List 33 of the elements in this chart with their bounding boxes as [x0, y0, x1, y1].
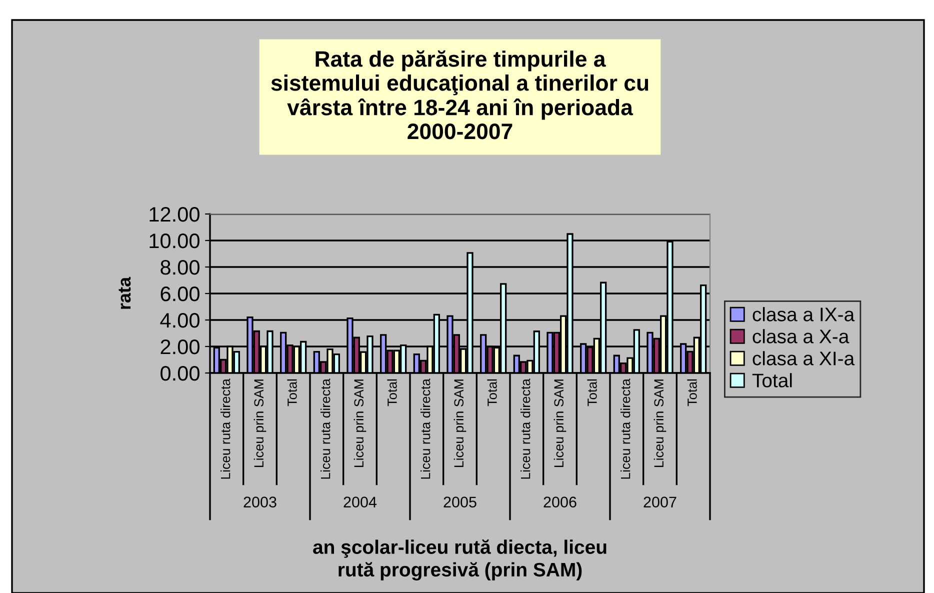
- x-axis-title: an şcolar-liceu rută diecta, liceu rută progresivă (prin SAM): [313, 539, 606, 581]
- y-axis-title: rata: [118, 276, 131, 309]
- x-tick-label: Liceu ruta directa: [320, 378, 330, 479]
- x-tick-label: Total: [687, 379, 697, 406]
- legend-label: clasa a IX-a: [752, 307, 855, 322]
- x-tick-label: Total: [487, 379, 497, 406]
- x-tick-label: Liceu prin SAM: [654, 380, 666, 467]
- x-tick-label: Liceu prin SAM: [254, 380, 266, 467]
- x-tick-label: Liceu ruta directa: [220, 378, 230, 479]
- x-tick-label: Liceu ruta directa: [620, 378, 630, 479]
- text: 2003: [244, 496, 276, 508]
- x-tick-label: Total: [287, 379, 297, 406]
- y-tick-label: 4.00: [160, 313, 200, 328]
- chart-title: Rata de părăsire timpurile a sistemului educaţional a tinerilor cu vârsta între 18-24 ani în perioada 2000-2007: [271, 50, 648, 140]
- y-tick-label: 10.00: [150, 234, 200, 248]
- x-tick-label: Liceu prin SAM: [454, 380, 466, 467]
- y-tick-label: 2.00: [160, 340, 200, 354]
- x-tick-label: Total: [387, 379, 397, 406]
- text: 2004: [344, 496, 377, 508]
- y-tick-label: 8.00: [160, 260, 200, 275]
- x-tick-label: Liceu ruta directa: [420, 378, 430, 479]
- text: 2005: [444, 496, 476, 508]
- x-tick-label: Total: [587, 379, 597, 406]
- text: 2007: [644, 496, 676, 508]
- legend-label: clasa a XI-a: [752, 351, 855, 366]
- y-tick-label: 6.00: [160, 286, 200, 302]
- text: 2006: [544, 496, 576, 508]
- y-tick-label: 0.00: [160, 366, 200, 381]
- y-tick-label: 12.00: [150, 207, 200, 222]
- legend-label: clasa a X-a: [752, 329, 850, 344]
- x-tick-label: Liceu ruta directa: [520, 378, 530, 479]
- x-tick-label: Liceu prin SAM: [554, 380, 566, 467]
- x-tick-label: Liceu prin SAM: [354, 380, 366, 467]
